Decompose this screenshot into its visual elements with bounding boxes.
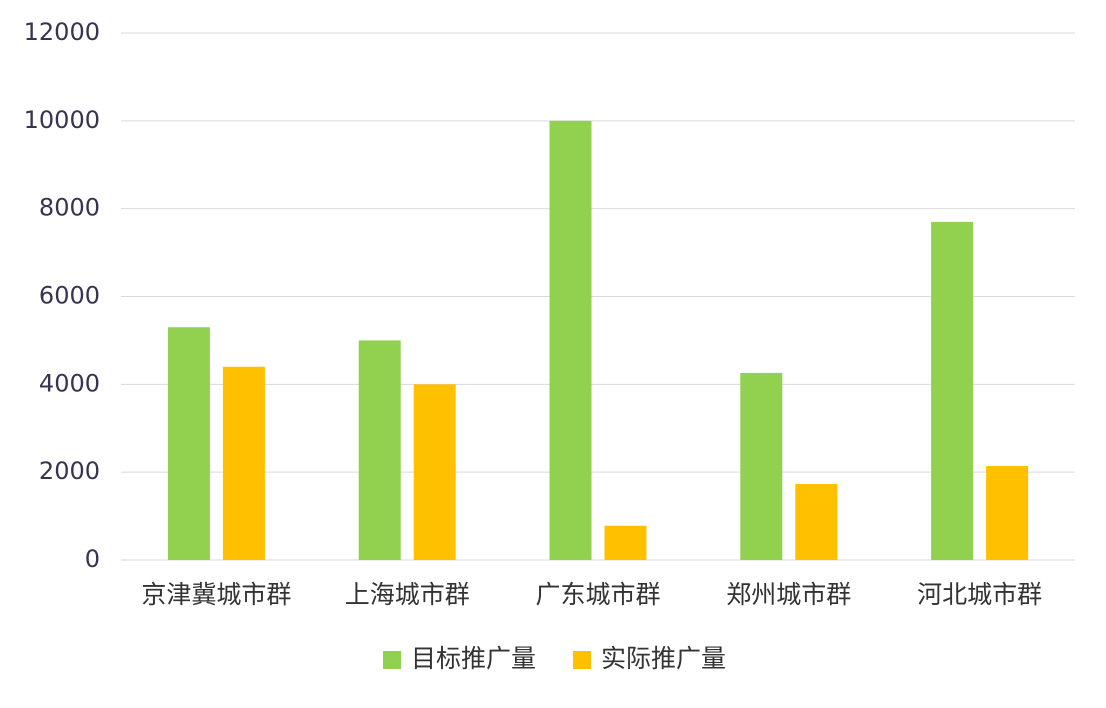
y-tick-label: 0 xyxy=(85,545,100,573)
bar xyxy=(549,120,592,560)
y-tick-label: 6000 xyxy=(39,282,100,310)
bar xyxy=(604,525,647,560)
x-tick-label: 郑州城市群 xyxy=(726,580,851,609)
legend-label: 实际推广量 xyxy=(601,644,726,673)
y-tick-label: 12000 xyxy=(24,18,100,46)
y-tick-label: 4000 xyxy=(39,369,100,397)
y-tick-label: 8000 xyxy=(39,194,100,222)
x-tick-label: 河北城市群 xyxy=(917,580,1042,609)
x-tick-label: 京津冀城市群 xyxy=(141,580,291,609)
legend-label: 目标推广量 xyxy=(411,644,536,673)
bar xyxy=(413,384,456,560)
bar xyxy=(222,366,265,560)
bar xyxy=(986,466,1029,560)
x-tick-label: 广东城市群 xyxy=(535,580,660,609)
legend-swatch xyxy=(573,651,591,669)
y-tick-label: 10000 xyxy=(24,106,100,134)
y-tick-label: 2000 xyxy=(39,457,100,485)
x-tick-label: 上海城市群 xyxy=(345,580,470,609)
legend-swatch xyxy=(383,651,401,669)
bar xyxy=(740,372,783,560)
bar xyxy=(931,221,974,560)
bar xyxy=(795,484,838,560)
bar xyxy=(358,340,401,560)
bar xyxy=(167,327,210,560)
